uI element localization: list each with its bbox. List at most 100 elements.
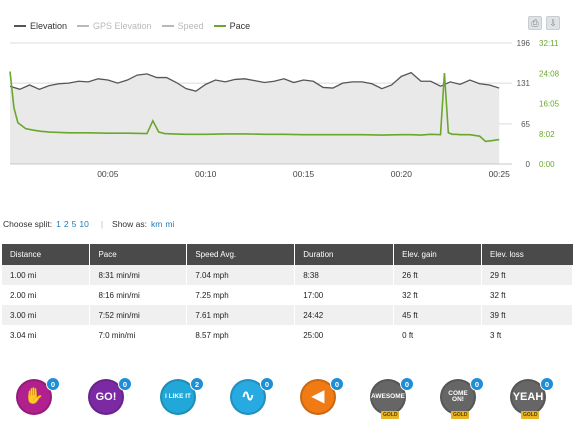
- table-row: 3.04 mi 7:0 min/mi 8.57 mph 25:00 0 ft 3 ft: [2, 325, 573, 345]
- column-header-pace: Pace: [89, 244, 188, 265]
- legend-label: GPS Elevation: [93, 21, 152, 31]
- table-row: 1.00 mi 8:31 min/mi 7.04 mph 8:38 26 ft 29 ft: [2, 265, 573, 285]
- badge-come-on[interactable]: COME ON! 0 GOLD: [438, 377, 484, 421]
- chart-controls: Choose split: 1 2 5 10 | Show as: km mi: [3, 219, 177, 229]
- elevation-area: [10, 72, 500, 164]
- elevation-line: [9, 71, 500, 92]
- split-option-5[interactable]: 5: [71, 219, 77, 229]
- badge-count: 2: [190, 377, 204, 391]
- split-option-2[interactable]: 2: [63, 219, 69, 229]
- table-cell-speed-avg: 7.04 mph: [186, 265, 296, 285]
- show-as-label: Show as:: [112, 219, 147, 229]
- x-tick-label: 00:05: [97, 169, 119, 179]
- split-option-1[interactable]: 1: [56, 219, 61, 229]
- legend-item-pace[interactable]: Pace: [213, 21, 251, 31]
- legend-label: Pace: [229, 21, 251, 31]
- table-header-row: Distance Pace Speed Avg. Duration Elev. gain…: [2, 244, 573, 265]
- pace-line: [9, 71, 500, 143]
- table-cell-elev-gain: 45 ft: [393, 305, 483, 325]
- table-cell-duration: 25:00: [294, 325, 395, 345]
- table-row: 3.00 mi 7:52 min/mi 7.61 mph 24:42 45 ft 39 f…: [2, 305, 573, 325]
- yeah-icon: YEAH: [510, 379, 546, 415]
- table-cell-duration: 17:00: [294, 285, 395, 305]
- legend-swatch: [161, 25, 174, 27]
- pace-tick-label: 32:11: [539, 39, 559, 48]
- badge-count: 0: [540, 377, 554, 391]
- choose-split-label: Choose split:: [3, 219, 53, 229]
- badge-count: 0: [400, 377, 414, 391]
- badge-count: 0: [118, 377, 132, 391]
- table-cell-distance: 2.00 mi: [2, 285, 91, 305]
- gold-tag: GOLD: [521, 411, 540, 419]
- badge-go[interactable]: GO! 0: [86, 377, 132, 421]
- column-header-elev-gain: Elev. gain: [393, 244, 483, 265]
- print-icon[interactable]: ⎙: [528, 16, 542, 30]
- x-tick-label: 00:10: [195, 169, 217, 179]
- splits-table: Distance Pace Speed Avg. Duration Elev. gain…: [2, 244, 573, 345]
- table-cell-speed-avg: 7.25 mph: [186, 285, 296, 305]
- legend-label: Speed: [177, 21, 204, 31]
- badge-count: 0: [46, 377, 60, 391]
- column-header-elev-loss: Elev. loss: [481, 244, 573, 265]
- table-cell-elev-loss: 29 ft: [481, 265, 573, 285]
- table-cell-duration: 8:38: [294, 265, 395, 285]
- download-icon[interactable]: ⇩: [546, 16, 560, 30]
- column-header-speed-avg: Speed Avg.: [186, 244, 296, 265]
- table-cell-elev-gain: 32 ft: [393, 285, 483, 305]
- table-cell-elev-loss: 39 ft: [481, 305, 573, 325]
- badge-wave[interactable]: ∿ 0: [228, 377, 274, 421]
- badge-clapping-hands[interactable]: ✋ 0: [14, 377, 60, 421]
- elevation-pace-chart: 00:05 00:10 00:15 00:20 00:25 196 131 65 0 32:11 2…: [9, 39, 560, 179]
- badge-awesome[interactable]: AWESOME 0 GOLD: [368, 377, 414, 421]
- badge-glyph: ✋: [24, 388, 44, 405]
- go-icon: GO!: [88, 379, 124, 415]
- cheer-badges: ✋ 0 GO! 0 I LIKE IT 2 ∿ 0 ◀ 0 AWESOME 0 GOLD COME ON!…: [14, 377, 574, 421]
- table-cell-elev-loss: 32 ft: [481, 285, 573, 305]
- x-tick-label: 00:20: [391, 169, 413, 179]
- pace-tick-label: 8:02: [539, 130, 555, 139]
- table-cell-pace: 7:52 min/mi: [89, 305, 188, 325]
- badge-glyph: ∿: [241, 388, 255, 405]
- badge-like-checkmark[interactable]: I LIKE IT 2: [158, 377, 204, 421]
- elevation-tick-label: 196: [517, 39, 531, 48]
- unit-option-mi[interactable]: mi: [165, 219, 175, 229]
- table-cell-duration: 24:42: [294, 305, 395, 325]
- table-cell-elev-loss: 3 ft: [481, 325, 573, 345]
- column-header-distance: Distance: [2, 244, 91, 265]
- badge-megaphone[interactable]: ◀ 0: [298, 377, 344, 421]
- legend-swatch: [213, 25, 226, 27]
- column-header-duration: Duration: [294, 244, 395, 265]
- table-cell-pace: 7:0 min/mi: [89, 325, 188, 345]
- gold-tag: GOLD: [451, 411, 470, 419]
- table-cell-pace: 8:31 min/mi: [89, 265, 188, 285]
- chart-legend: Elevation GPS Elevation Speed Pace: [14, 19, 250, 33]
- split-option-10[interactable]: 10: [79, 219, 89, 229]
- gold-tag: GOLD: [381, 411, 400, 419]
- badge-count: 0: [330, 377, 344, 391]
- badge-label: AWESOME: [371, 392, 405, 400]
- legend-label: Elevation: [30, 21, 68, 31]
- x-tick-label: 00:25: [489, 169, 511, 179]
- legend-item-elevation[interactable]: Elevation: [14, 21, 67, 31]
- table-cell-speed-avg: 7.61 mph: [186, 305, 296, 325]
- table-cell-speed-avg: 8.57 mph: [186, 325, 296, 345]
- pace-tick-label: 16:05: [539, 100, 560, 109]
- table-cell-elev-gain: 0 ft: [393, 325, 483, 345]
- legend-item-speed[interactable]: Speed: [161, 21, 204, 31]
- table-cell-distance: 1.00 mi: [2, 265, 91, 285]
- badge-yeah[interactable]: YEAH 0 GOLD: [508, 377, 554, 421]
- badge-label: I LIKE IT: [165, 392, 191, 400]
- elevation-tick-label: 131: [517, 79, 531, 88]
- badge-label: GO!: [95, 390, 117, 403]
- table-cell-distance: 3.04 mi: [2, 325, 91, 345]
- unit-option-km[interactable]: km: [151, 219, 163, 229]
- legend-item-gps-elevation[interactable]: GPS Elevation: [77, 21, 152, 31]
- split-options: 1 2 5 10: [56, 219, 92, 229]
- x-tick-label: 00:15: [293, 169, 315, 179]
- elevation-tick-label: 0: [526, 160, 531, 169]
- table-row: 2.00 mi 8:16 min/mi 7.25 mph 17:00 32 ft 32 f…: [2, 285, 573, 305]
- table-cell-distance: 3.00 mi: [2, 305, 91, 325]
- elevation-tick-label: 65: [521, 120, 530, 129]
- table-cell-pace: 8:16 min/mi: [89, 285, 188, 305]
- badge-glyph: ◀: [311, 388, 325, 405]
